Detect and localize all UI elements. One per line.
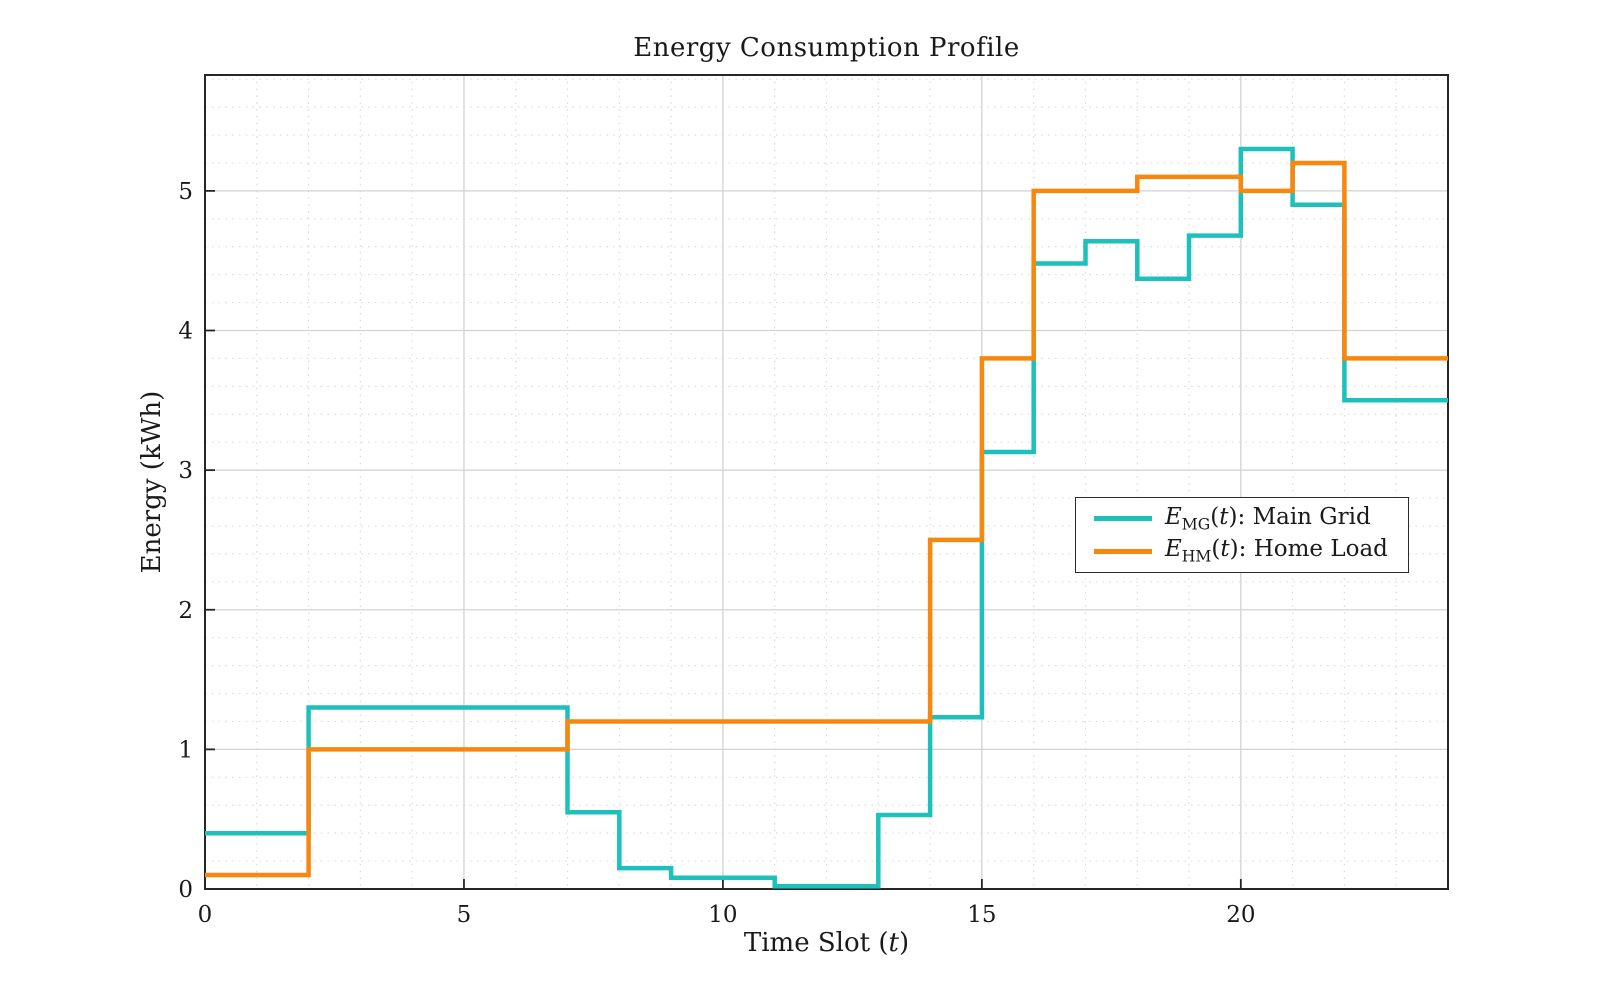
- x-tick-label: 15: [967, 902, 996, 928]
- main-grid-line-swatch: [1094, 516, 1152, 521]
- y-tick-label: 5: [178, 179, 193, 205]
- home-load-line-swatch: [1094, 549, 1152, 554]
- axes-box: [204, 74, 1449, 890]
- legend-item-main-grid: EMG(t): Main Grid: [1094, 504, 1402, 534]
- legend-item-home-load: EHM(t): Home Load: [1094, 536, 1402, 566]
- x-tick-label: 20: [1226, 902, 1255, 928]
- major-gridlines: [205, 75, 1448, 889]
- x-tick-label: 10: [708, 902, 737, 928]
- x-tick-label: 5: [457, 902, 472, 928]
- y-tick-labels: 0 1 2 3 4 5: [178, 179, 193, 903]
- legend: EMG(t): Main Grid EHM(t): Home Load: [1075, 497, 1409, 573]
- x-tick-label: 0: [198, 902, 213, 928]
- y-tick-label: 1: [178, 737, 193, 763]
- tick-marks: [204, 189, 1242, 890]
- legend-formula-home-load: EHM(t):: [1165, 536, 1247, 567]
- legend-formula-main-grid: EMG(t):: [1165, 503, 1246, 534]
- x-axis-label: Time Slot (t): [743, 928, 910, 958]
- y-tick-label: 2: [178, 598, 193, 624]
- x-tick-labels: 0 5 10 15 20: [198, 902, 1256, 928]
- y-axis-label: Energy (kWh): [137, 390, 167, 574]
- chart-title: Energy Consumption Profile: [633, 33, 1020, 63]
- legend-label-main-grid: Main Grid: [1252, 503, 1371, 530]
- minor-gridlines: [205, 75, 1448, 889]
- y-tick-label: 4: [178, 319, 193, 345]
- home-load-series-line: [205, 160, 1448, 878]
- legend-label-home-load: Home Load: [1253, 536, 1388, 563]
- y-tick-label: 0: [178, 877, 193, 903]
- y-tick-label: 3: [178, 458, 193, 484]
